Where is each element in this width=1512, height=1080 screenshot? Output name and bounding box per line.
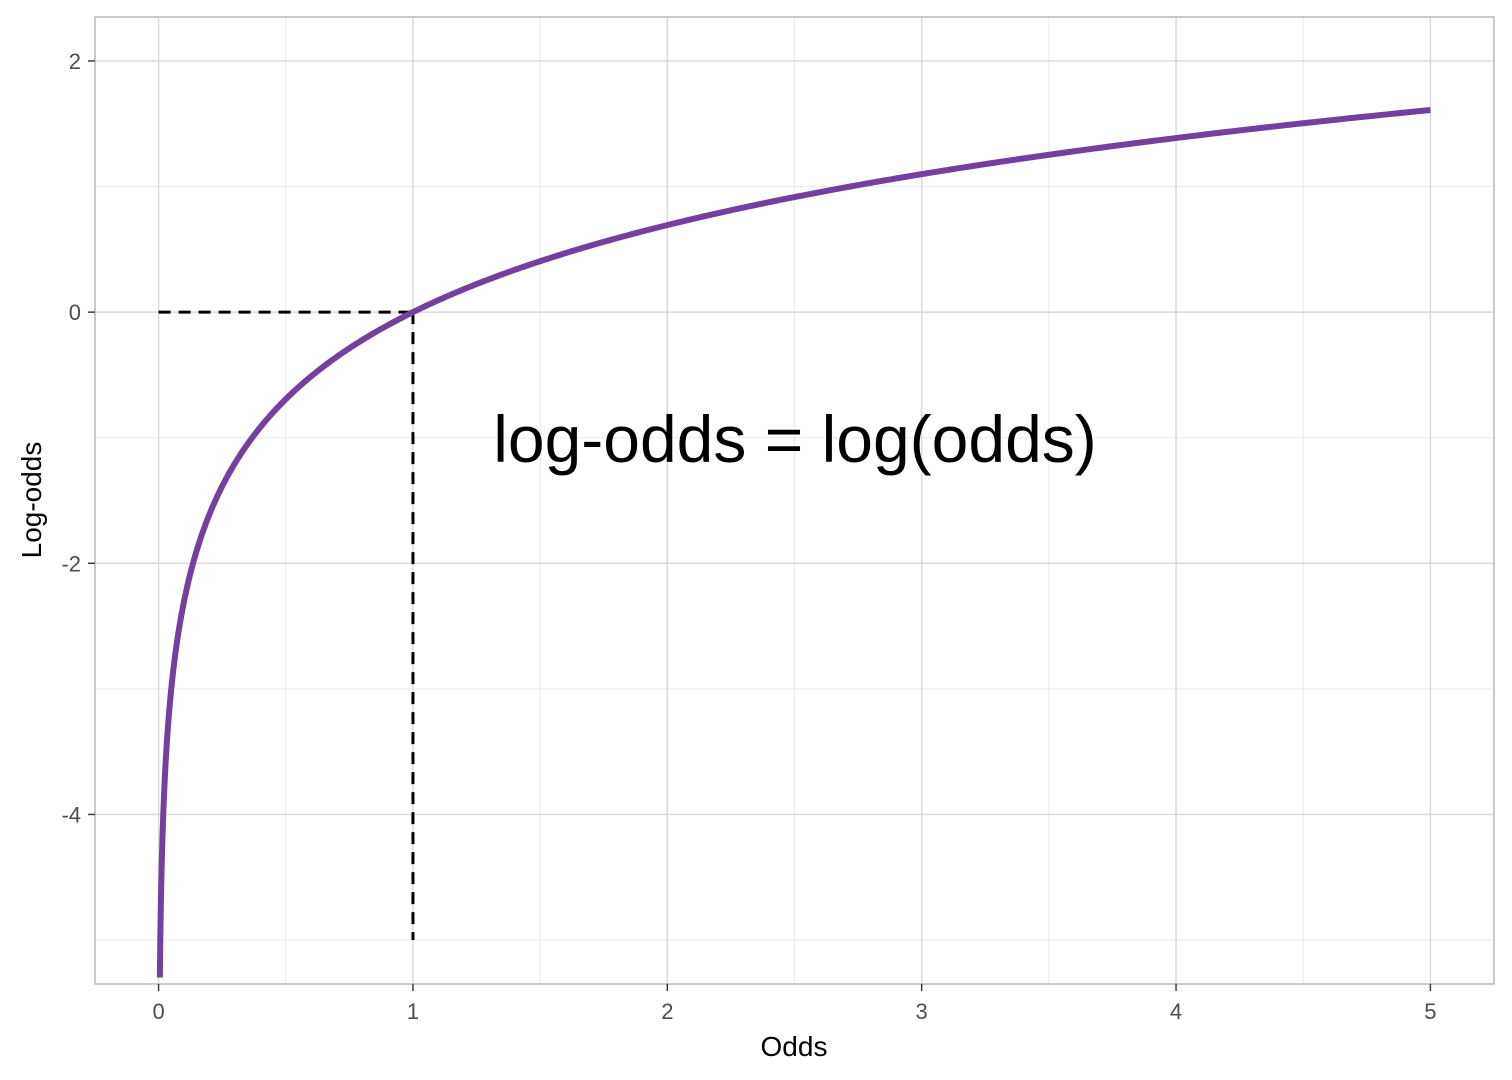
y-tick-label: -4: [61, 802, 81, 827]
x-tick-label: 5: [1424, 999, 1436, 1024]
y-tick-label: 0: [69, 300, 81, 325]
panel-border: [94, 16, 1495, 985]
formula-annotation: log-odds = log(odds): [493, 402, 1097, 476]
y-axis-ticks: -4 -2 0 2: [61, 49, 95, 827]
y-tick-label: -2: [61, 551, 81, 576]
y-tick-label: 2: [69, 49, 81, 74]
x-tick-label: 2: [661, 999, 673, 1024]
y-axis-title: Log-odds: [16, 442, 47, 559]
x-axis-title: Odds: [761, 1031, 828, 1062]
reference-lines: [158, 310, 415, 941]
minor-grid: [95, 17, 1494, 984]
x-tick-label: 3: [916, 999, 928, 1024]
major-grid: [95, 17, 1494, 984]
series-layer: [156, 107, 1431, 980]
x-tick-label: 0: [152, 999, 164, 1024]
x-tick-label: 4: [1170, 999, 1182, 1024]
x-tick-label: 1: [407, 999, 419, 1024]
x-axis-ticks: 0 1 2 3 4 5: [152, 984, 1437, 1024]
log-odds-curve: [156, 107, 1431, 980]
